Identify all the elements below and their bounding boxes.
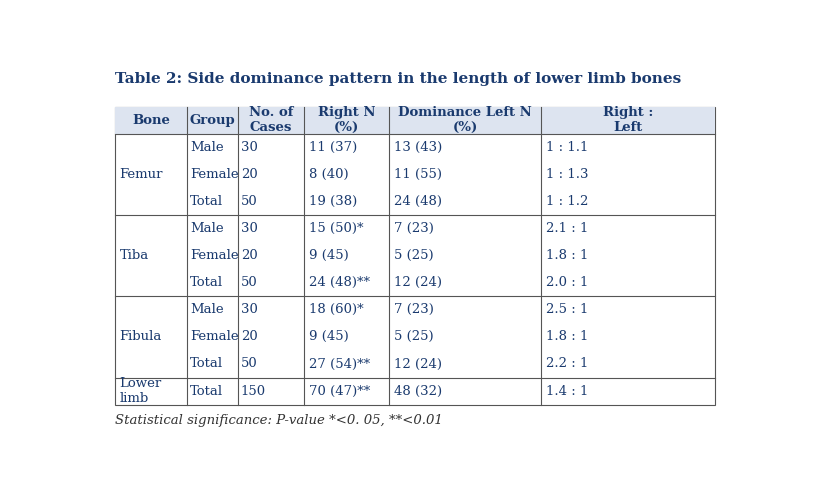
Text: 9 (45): 9 (45) xyxy=(309,249,349,262)
Text: 1 : 1.2: 1 : 1.2 xyxy=(546,195,588,208)
Text: 19 (38): 19 (38) xyxy=(309,195,357,208)
Text: Lower
limb: Lower limb xyxy=(120,377,162,405)
Text: 12 (24): 12 (24) xyxy=(394,276,443,289)
Text: 1.4 : 1: 1.4 : 1 xyxy=(546,385,588,397)
Text: 5 (25): 5 (25) xyxy=(394,330,434,344)
Text: 1 : 1.1: 1 : 1.1 xyxy=(546,141,588,154)
Text: 7 (23): 7 (23) xyxy=(394,222,434,235)
Text: Statistical significance: P-value *<0. 05, **<0.01: Statistical significance: P-value *<0. 0… xyxy=(114,415,443,427)
Text: Total: Total xyxy=(191,276,223,289)
Text: 20: 20 xyxy=(241,249,258,262)
Text: Right :
Left: Right : Left xyxy=(602,106,653,134)
Text: 30: 30 xyxy=(241,141,258,154)
Text: Femur: Femur xyxy=(120,168,163,181)
Text: 12 (24): 12 (24) xyxy=(394,357,443,370)
Text: 11 (55): 11 (55) xyxy=(394,168,443,181)
Text: 5 (25): 5 (25) xyxy=(394,249,434,262)
Text: 1.8 : 1: 1.8 : 1 xyxy=(546,249,588,262)
Text: 70 (47)**: 70 (47)** xyxy=(309,385,370,397)
Text: 27 (54)**: 27 (54)** xyxy=(309,357,370,370)
Text: 15 (50)*: 15 (50)* xyxy=(309,222,363,235)
Text: Female: Female xyxy=(191,168,239,181)
Text: 13 (43): 13 (43) xyxy=(394,141,443,154)
Text: 30: 30 xyxy=(241,222,258,235)
Text: 20: 20 xyxy=(241,330,258,344)
Text: Total: Total xyxy=(191,195,223,208)
Text: 20: 20 xyxy=(241,168,258,181)
Text: Bone: Bone xyxy=(132,114,170,127)
Text: 1.8 : 1: 1.8 : 1 xyxy=(546,330,588,344)
Text: 2.1 : 1: 2.1 : 1 xyxy=(546,222,588,235)
Text: Dominance Left N
(%): Dominance Left N (%) xyxy=(399,106,532,134)
Text: No. of
Cases: No. of Cases xyxy=(249,106,293,134)
Text: Group: Group xyxy=(190,114,236,127)
Text: Total: Total xyxy=(191,357,223,370)
Bar xyxy=(114,106,715,134)
Text: 2.0 : 1: 2.0 : 1 xyxy=(546,276,588,289)
Text: 9 (45): 9 (45) xyxy=(309,330,349,344)
Text: 18 (60)*: 18 (60)* xyxy=(309,303,363,317)
Bar xyxy=(114,106,715,405)
Text: Fibula: Fibula xyxy=(120,330,162,344)
Text: Tiba: Tiba xyxy=(120,249,149,262)
Text: 50: 50 xyxy=(241,195,258,208)
Text: 7 (23): 7 (23) xyxy=(394,303,434,317)
Text: Total: Total xyxy=(191,385,223,397)
Text: Male: Male xyxy=(191,303,224,317)
Text: 8 (40): 8 (40) xyxy=(309,168,349,181)
Text: Female: Female xyxy=(191,330,239,344)
Text: 2.2 : 1: 2.2 : 1 xyxy=(546,357,588,370)
Text: 48 (32): 48 (32) xyxy=(394,385,443,397)
Text: Male: Male xyxy=(191,222,224,235)
Text: Male: Male xyxy=(191,141,224,154)
Text: 24 (48)**: 24 (48)** xyxy=(309,276,370,289)
Text: 50: 50 xyxy=(241,276,258,289)
Text: 50: 50 xyxy=(241,357,258,370)
Text: Table 2: Side dominance pattern in the length of lower limb bones: Table 2: Side dominance pattern in the l… xyxy=(114,72,681,86)
Text: 11 (37): 11 (37) xyxy=(309,141,357,154)
Text: 30: 30 xyxy=(241,303,258,317)
Text: 1 : 1.3: 1 : 1.3 xyxy=(546,168,588,181)
Text: Right N
(%): Right N (%) xyxy=(318,106,376,134)
Text: 2.5 : 1: 2.5 : 1 xyxy=(546,303,588,317)
Text: Female: Female xyxy=(191,249,239,262)
Text: 150: 150 xyxy=(241,385,266,397)
Text: 24 (48): 24 (48) xyxy=(394,195,443,208)
